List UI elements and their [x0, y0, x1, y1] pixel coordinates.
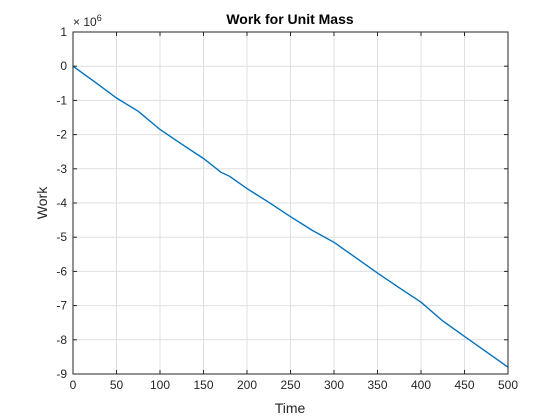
y-tick-label: -9 [56, 367, 67, 381]
y-tick-label: 0 [60, 59, 67, 73]
y-tick-label: -4 [56, 196, 67, 210]
x-tick-label: 100 [150, 378, 170, 392]
x-tick-label: 150 [193, 378, 213, 392]
y-tick-label: -8 [56, 333, 67, 347]
y-tick-label: -6 [56, 264, 67, 278]
y-tick-label: -2 [56, 128, 67, 142]
y-exponent-label: × 106 [73, 13, 102, 29]
x-tick-label: 400 [411, 378, 431, 392]
chart-title: Work for Unit Mass [226, 11, 354, 27]
x-tick-label: 350 [367, 378, 387, 392]
series-line [72, 65, 509, 368]
x-axis-label: Time [275, 400, 306, 416]
x-tick-label: 300 [324, 378, 344, 392]
y-tick-label: 1 [60, 25, 67, 39]
x-tick-label: 250 [280, 378, 300, 392]
y-tick-label: -5 [56, 230, 67, 244]
y-exponent-power: 6 [97, 13, 102, 23]
ticks [72, 31, 509, 375]
y-tick-label: -3 [56, 162, 67, 176]
x-tick-label: 450 [454, 378, 474, 392]
y-tick-label: -7 [56, 299, 67, 313]
y-axis-label: Work [34, 186, 50, 219]
x-tick-label: 50 [110, 378, 124, 392]
x-tick-label: 500 [498, 378, 518, 392]
x-tick-label: 0 [70, 378, 77, 392]
y-tick-label: -1 [56, 93, 67, 107]
tick-labels: 0 50 100 150 200 250 300 350 400 450 500 -9 -8 -7 -6 -5… [56, 25, 518, 392]
x-tick-label: 200 [237, 378, 257, 392]
